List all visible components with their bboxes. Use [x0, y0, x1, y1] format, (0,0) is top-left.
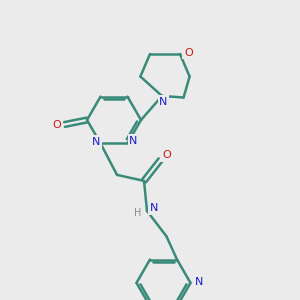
Text: N: N [92, 137, 100, 147]
Text: N: N [195, 277, 203, 287]
Text: N: N [129, 136, 138, 146]
Text: O: O [162, 150, 171, 161]
Text: N: N [149, 203, 158, 213]
Text: N: N [159, 97, 168, 107]
Text: H: H [134, 208, 142, 218]
Text: O: O [184, 47, 193, 58]
Text: O: O [52, 119, 62, 130]
